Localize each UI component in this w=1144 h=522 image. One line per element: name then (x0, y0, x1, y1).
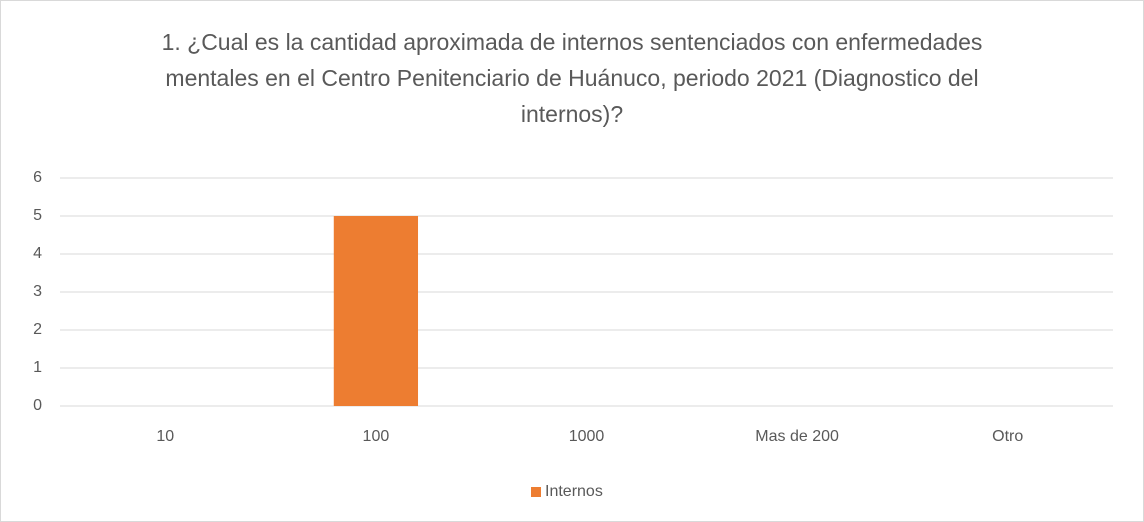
y-tick-label: 4 (33, 245, 42, 262)
y-tick-label: 2 (33, 321, 42, 338)
x-tick-label: 10 (156, 428, 174, 445)
legend-label: Internos (545, 483, 603, 500)
y-tick-label: 1 (33, 359, 42, 376)
x-tick-label: 1000 (569, 428, 605, 445)
legend-swatch (531, 487, 541, 497)
y-tick-label: 0 (33, 397, 42, 414)
x-tick-label: Mas de 200 (755, 428, 839, 445)
bar (333, 216, 419, 406)
y-tick-label: 3 (33, 283, 42, 300)
x-tick-label: Otro (992, 428, 1023, 445)
x-tick-label: 100 (363, 428, 390, 445)
y-tick-label: 6 (33, 169, 42, 186)
y-tick-label: 5 (33, 207, 42, 224)
chart-title: 1. ¿Cual es la cantidad aproximada de in… (161, 29, 983, 127)
